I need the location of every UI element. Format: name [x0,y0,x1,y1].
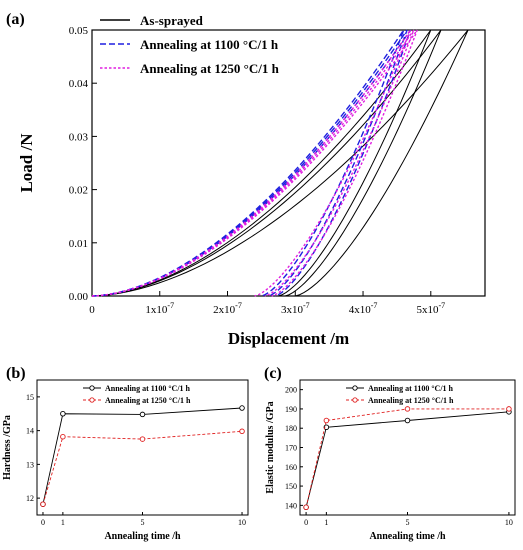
y-tick-label-a: 0.00 [69,291,89,303]
y-tick-label-c: 160 [285,463,297,472]
panel-b-label: (b) [6,365,26,382]
series-2-point-c [323,417,330,424]
panel-c-label: (c) [264,365,282,382]
y-tick-label-b: 12 [26,494,34,503]
y-tick-label-c: 150 [285,482,297,491]
legend-label-a: Annealing at 1100 °C/1 h [140,37,279,52]
y-tick-label-a: 0.04 [69,78,89,90]
y-tick-label-c: 180 [285,424,297,433]
y-tick-label-b: 13 [26,460,34,469]
y-tick-label-a: 0.01 [69,238,88,250]
series-1-point-b [239,405,245,411]
x-tick-label-a: 2x10-7 [213,301,242,316]
x-tick-label-a: 0 [89,304,95,316]
x-tick-label-a: 4x10-7 [349,301,378,316]
panel-a-load-displacement: (a) 0 1x10-7 2x10-7 3x10-7 4x10-7 5x10-7 0.00 0.… [6,11,486,348]
legend-label-c: Annealing at 1250 °C/1 h [368,396,454,405]
x-axis-title-b: Annealing time /h [104,531,181,542]
y-tick-label-c: 200 [285,386,297,395]
x-axis-title-c: Annealing time /h [369,531,446,542]
series-1-point-b [139,411,146,418]
series-1-line-c [305,411,509,508]
legend-marker-b [89,385,95,391]
x-axis-title-a: Displacement /m [228,329,349,348]
legend-label-b: Annealing at 1250 °C/1 h [105,396,191,405]
y-axis-title-b: Hardness /GPa [2,415,13,480]
x-tick-label-b: 0 [41,518,45,527]
series-2-point-b [40,501,46,507]
y-tick-label-a: 0.05 [69,25,89,37]
x-tick-label-c: 1 [324,518,328,527]
legend-label-b: Annealing at 1100 °C/1 h [105,384,191,393]
series-2-point-b [139,436,146,442]
x-tick-label-a: 3x10-7 [281,301,310,316]
x-tick-label-b: 1 [61,518,65,527]
y-tick-label-a: 0.03 [69,131,89,143]
legend-marker-c [352,397,358,403]
x-tick-label-a: 1x10-7 [145,301,174,316]
series-2-point-c [404,406,411,412]
y-tick-label-b: 15 [26,393,34,402]
series-1-line-b [42,407,243,505]
y-tick-label-a: 0.02 [69,185,88,197]
x-tick-label-b: 10 [238,518,246,527]
legend-marker-c [352,385,358,391]
series-2-point-c [506,406,512,412]
series-2-point-c [303,504,309,511]
y-tick-label-c: 170 [285,444,297,453]
panel-a-label: (a) [6,11,25,28]
y-tick-label-c: 190 [285,405,297,414]
panel-c-elastic-modulus: (c) 0 1 5 10 140 150 160 170 180 190 200 Annealing t… [264,365,516,542]
y-tick-label-c: 140 [285,501,297,510]
legend-label-a: Annealing at 1250 °C/1 h [140,61,280,76]
series-2-point-b [239,428,245,435]
series-1-point-b [60,411,66,417]
x-tick-label-a: 5x10-7 [416,301,445,316]
series-1-curve-1-a [91,29,432,297]
x-tick-label-c: 0 [304,518,308,527]
y-tick-label-b: 14 [26,427,34,436]
x-tick-label-b: 5 [141,518,145,527]
x-tick-label-c: 5 [406,518,410,527]
x-tick-label-c: 10 [505,518,513,527]
series-2-point-b [60,433,66,440]
series-2-line-b [42,430,243,505]
series-2-line-c [305,408,509,508]
y-axis-title-c: Elastic modulus /GPa [265,401,276,493]
legend-label-a: As-sprayed [140,13,204,28]
series-1-curve-2-a [91,29,442,297]
series-1-point-c [404,417,411,424]
series-3-curve-3-a [91,29,418,297]
series-1-point-c [323,424,330,431]
series-1-curve-3-a [91,29,469,297]
series-2-curve-3-a [91,29,412,297]
y-axis-title-a: Load /N [17,133,36,193]
plot-frame-a [91,29,486,297]
legend-label-c: Annealing at 1100 °C/1 h [368,384,454,393]
series-3-curve-2-a [91,29,415,297]
legend-marker-b [89,397,95,403]
